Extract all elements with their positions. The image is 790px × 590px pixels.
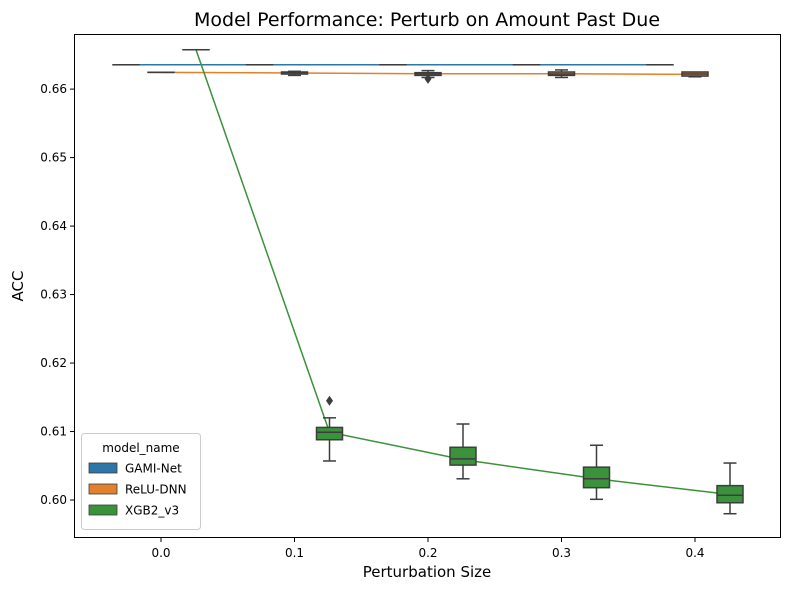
box-flier <box>326 395 333 406</box>
y-tick-label: 0.64 <box>40 219 67 233</box>
y-tick-label: 0.62 <box>40 356 67 370</box>
legend: model_name GAMI-Net ReLU-DNN XGB2_v3 <box>81 433 201 530</box>
box-body <box>449 446 477 466</box>
y-axis-title: ACC <box>9 271 27 302</box>
x-tick-label: 0.4 <box>685 546 704 560</box>
y-tick-label: 0.60 <box>40 493 67 507</box>
x-tick-label: 0.1 <box>285 546 304 560</box>
y-tick-label: 0.61 <box>40 425 67 439</box>
legend-items: GAMI-Net ReLU-DNN XGB2_v3 <box>88 462 187 518</box>
box-body <box>716 484 744 504</box>
x-tick-label: 0.2 <box>418 546 437 560</box>
x-tick-label: 0.0 <box>151 546 170 560</box>
legend-title: model_name <box>102 441 179 455</box>
legend-label: XGB2_v3 <box>125 504 179 518</box>
y-axis-ticks: 0.60 0.61 0.62 0.63 0.64 0.65 0.66 <box>40 82 75 507</box>
box-body <box>315 426 344 441</box>
legend-label: GAMI-Net <box>125 462 182 476</box>
y-tick-label: 0.66 <box>40 82 67 96</box>
box-flier <box>424 73 432 84</box>
y-tick-label: 0.65 <box>40 151 67 165</box>
legend-swatch <box>88 504 118 516</box>
legend-swatch <box>88 462 118 474</box>
box-group-relu-dnn <box>147 69 709 84</box>
y-tick-label: 0.63 <box>40 288 67 302</box>
x-tick-label: 0.3 <box>552 546 571 560</box>
x-axis-title: Perturbation Size <box>363 563 491 581</box>
legend-label: ReLU-DNN <box>125 483 187 497</box>
x-axis-ticks: 0.0 0.1 0.2 0.3 0.4 <box>151 537 705 560</box>
box-group-xgb2-v3 <box>182 48 744 515</box>
chart-title: Model Performance: Perturb on Amount Pas… <box>194 9 660 31</box>
plot-frame <box>74 34 781 538</box>
legend-swatch <box>88 483 118 495</box>
box-body <box>582 466 611 489</box>
box-plots <box>112 48 744 515</box>
